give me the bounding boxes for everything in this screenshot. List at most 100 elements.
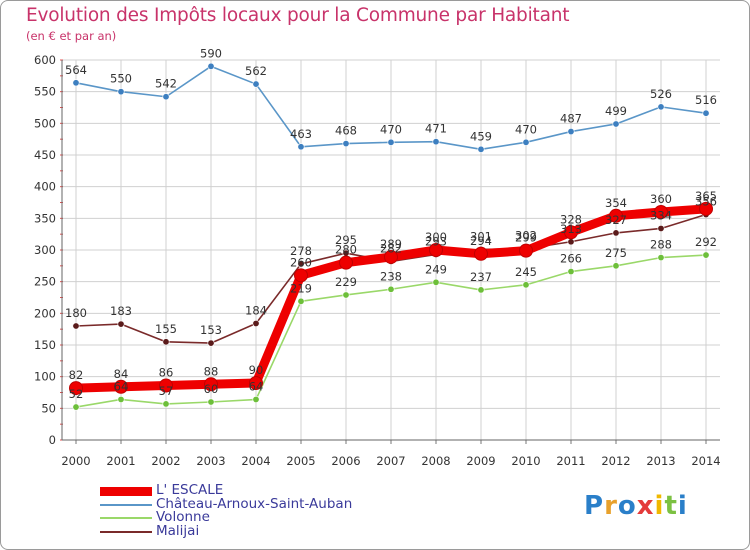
data-point-l-escale <box>474 246 488 261</box>
data-label-l-escale: 289 <box>380 237 402 251</box>
y-tick-label: 100 <box>34 370 56 384</box>
data-label-l-escale: 300 <box>425 230 447 244</box>
y-tick-label: 600 <box>34 53 56 67</box>
series-layer <box>69 62 713 411</box>
x-tick-label: 2011 <box>556 454 585 468</box>
data-point-ch-teau-arnoux-saint-auban <box>432 138 440 146</box>
data-point-ch-teau-arnoux-saint-auban <box>477 145 485 153</box>
data-point-malijai <box>207 339 215 347</box>
chart-title: Evolution des Impôts locaux pour la Comm… <box>26 5 570 26</box>
axes: 0 50 100 150 200 250 300 350 400 450 500 550 600 2000… <box>34 53 721 468</box>
data-point-l-escale <box>339 255 353 270</box>
data-point-ch-teau-arnoux-saint-auban <box>657 103 665 111</box>
data-label-malijai: 153 <box>200 323 222 337</box>
logo-letter: t <box>664 491 678 521</box>
data-label-ch-teau-arnoux-saint-auban: 564 <box>65 63 87 77</box>
data-label-ch-teau-arnoux-saint-auban: 459 <box>470 129 492 143</box>
data-label-malijai: 295 <box>335 233 357 247</box>
x-tick-label: 2013 <box>646 454 675 468</box>
data-point-ch-teau-arnoux-saint-auban <box>72 79 80 87</box>
data-label-l-escale: 294 <box>470 234 492 248</box>
data-point-l-escale <box>249 376 263 390</box>
legend-label-ch-teau-arnoux-saint-auban: Château-Arnoux-Saint-Auban <box>156 495 353 512</box>
data-point-volonne <box>117 395 125 403</box>
data-point-volonne <box>387 285 395 293</box>
data-point-ch-teau-arnoux-saint-auban <box>702 109 710 117</box>
data-label-malijai: 155 <box>155 322 177 336</box>
data-label-ch-teau-arnoux-saint-auban: 516 <box>695 93 717 107</box>
data-label-volonne: 249 <box>425 262 447 276</box>
data-point-volonne <box>612 262 620 270</box>
y-tick-label: 0 <box>49 433 56 447</box>
data-point-ch-teau-arnoux-saint-auban <box>207 62 215 70</box>
data-point-malijai <box>657 224 665 232</box>
data-labels: 564 550 542 590 562 463 468 470 471 459 470 487 499 5… <box>65 46 717 401</box>
x-tick-label: 2007 <box>376 454 405 468</box>
data-label-ch-teau-arnoux-saint-auban: 471 <box>425 122 447 136</box>
data-label-volonne: 64 <box>114 379 129 393</box>
x-tick-label: 2001 <box>106 454 135 468</box>
x-tick-label: 2008 <box>421 454 450 468</box>
legend-label-volonne: Volonne <box>156 509 210 525</box>
x-tick-label: 2002 <box>151 454 180 468</box>
data-point-malijai <box>567 238 575 246</box>
data-label-ch-teau-arnoux-saint-auban: 499 <box>605 104 627 118</box>
data-label-ch-teau-arnoux-saint-auban: 562 <box>245 64 267 78</box>
data-point-volonne <box>72 403 80 411</box>
x-tick-label: 2009 <box>466 454 495 468</box>
data-label-volonne: 238 <box>380 269 402 283</box>
data-point-volonne <box>567 268 575 276</box>
data-point-l-escale <box>519 243 533 258</box>
y-tick-label: 400 <box>34 180 56 194</box>
data-label-ch-teau-arnoux-saint-auban: 590 <box>200 46 222 60</box>
data-label-ch-teau-arnoux-saint-auban: 542 <box>155 77 177 91</box>
y-tick-label: 450 <box>34 148 56 162</box>
data-point-volonne <box>432 278 440 286</box>
data-point-malijai <box>297 260 305 268</box>
x-tick-label: 2012 <box>601 454 630 468</box>
data-point-malijai <box>72 322 80 330</box>
data-point-malijai <box>117 320 125 328</box>
x-tick-label: 2006 <box>331 454 360 468</box>
data-point-l-escale <box>114 379 128 394</box>
x-tick-label: 2004 <box>241 454 270 468</box>
data-label-l-escale: 354 <box>605 196 627 210</box>
logo-letter: o <box>617 491 637 521</box>
x-tick-label: 2010 <box>511 454 540 468</box>
data-label-ch-teau-arnoux-saint-auban: 463 <box>290 127 312 141</box>
data-label-l-escale: 280 <box>335 243 357 257</box>
legend-label-l-escale: L' ESCALE <box>156 482 224 498</box>
data-label-volonne: 219 <box>290 281 312 295</box>
data-point-volonne <box>477 286 485 294</box>
legend-swatch-l-escale <box>100 486 152 496</box>
logo-letter: i <box>654 491 665 521</box>
y-tick-label: 350 <box>34 211 56 225</box>
data-point-volonne <box>207 398 215 406</box>
data-point-l-escale <box>69 381 83 396</box>
data-point-l-escale <box>654 205 668 219</box>
data-label-l-escale: 365 <box>695 189 717 203</box>
y-tick-label: 300 <box>34 243 56 257</box>
data-label-malijai: 327 <box>605 213 627 227</box>
data-point-malijai <box>162 338 170 346</box>
data-label-malijai: 183 <box>110 304 132 318</box>
data-point-ch-teau-arnoux-saint-auban <box>387 138 395 146</box>
data-point-volonne <box>252 395 260 403</box>
data-label-volonne: 229 <box>335 275 357 289</box>
x-tick-label: 2005 <box>286 454 315 468</box>
logo-letter: P <box>584 491 605 521</box>
data-point-ch-teau-arnoux-saint-auban <box>117 88 125 96</box>
data-point-volonne <box>702 251 710 259</box>
data-label-volonne: 292 <box>695 235 717 249</box>
y-tick-label: 150 <box>34 338 56 352</box>
data-point-l-escale <box>699 201 713 216</box>
data-point-l-escale <box>429 243 443 257</box>
data-label-ch-teau-arnoux-saint-auban: 470 <box>515 122 537 136</box>
data-label-volonne: 64 <box>249 379 264 393</box>
data-label-malijai: 334 <box>650 208 672 222</box>
data-point-l-escale <box>384 249 398 264</box>
data-label-ch-teau-arnoux-saint-auban: 487 <box>560 112 582 126</box>
data-label-malijai: 278 <box>290 244 312 258</box>
data-point-ch-teau-arnoux-saint-auban <box>297 143 305 151</box>
data-label-malijai: 282 <box>380 241 402 255</box>
